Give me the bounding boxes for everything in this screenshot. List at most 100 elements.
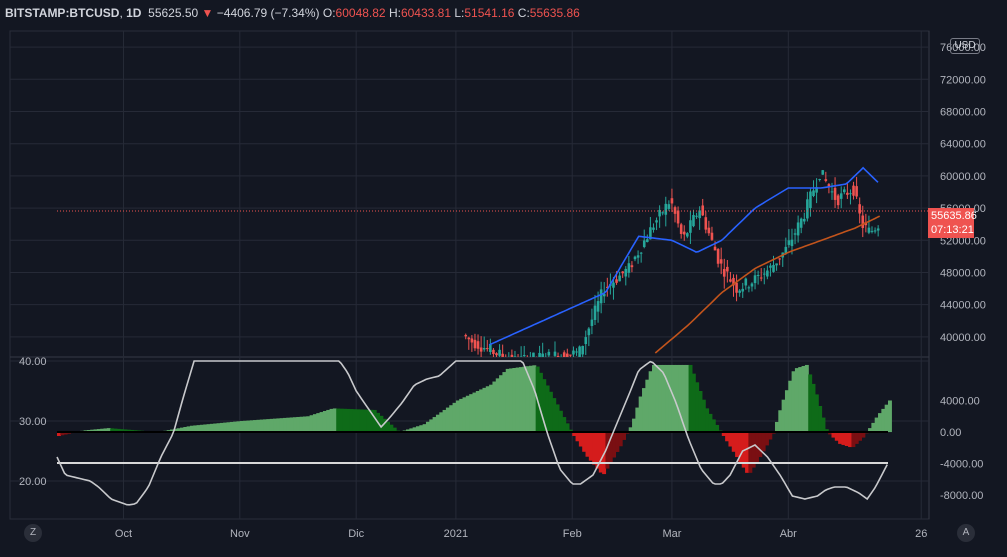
histogram-bar xyxy=(113,428,118,433)
plot-frame xyxy=(9,30,930,520)
histogram-bar xyxy=(366,409,371,433)
histogram-bar xyxy=(216,423,221,433)
candle-body xyxy=(827,184,831,188)
time-tick-label: 2021 xyxy=(444,528,468,540)
candle-body xyxy=(652,227,655,230)
candle-body xyxy=(464,334,468,337)
histogram-bar xyxy=(183,427,188,433)
candle-body xyxy=(747,287,751,289)
histogram-bar xyxy=(342,408,347,433)
histogram-bar xyxy=(256,419,261,433)
histogram-bar xyxy=(253,420,258,433)
candle-body xyxy=(599,289,603,304)
last-price: 55625.50 xyxy=(148,6,199,20)
currency-label[interactable]: USD xyxy=(950,38,980,54)
histogram-bar xyxy=(302,416,307,433)
timezone-button[interactable]: Z xyxy=(24,524,42,542)
candle-body xyxy=(815,187,818,193)
histogram-bar xyxy=(229,421,234,433)
histogram-bar xyxy=(349,409,354,433)
candle-body xyxy=(769,265,772,268)
candle-body xyxy=(479,347,483,352)
candle-body xyxy=(719,259,723,264)
histogram-bar xyxy=(651,364,656,433)
candle-body xyxy=(661,212,665,214)
histogram-bar xyxy=(575,432,580,442)
histogram-bar xyxy=(193,425,198,433)
histogram-bar xyxy=(678,364,683,433)
candle-body xyxy=(522,354,526,356)
high-value: 60433.81 xyxy=(400,6,452,20)
histogram-bar xyxy=(269,418,274,433)
candle-body xyxy=(498,349,501,356)
candle-body xyxy=(633,256,637,260)
histogram-bar xyxy=(100,428,105,433)
candle-body xyxy=(646,239,649,243)
autoscale-button[interactable]: A xyxy=(957,524,975,542)
candle-body xyxy=(667,204,671,209)
histogram-bar xyxy=(735,432,740,458)
candle-body xyxy=(784,246,788,254)
histogram-bar xyxy=(90,429,95,433)
histogram-bar xyxy=(422,424,427,433)
histogram-bar xyxy=(881,408,886,433)
candle-body xyxy=(726,266,729,272)
histogram-bar xyxy=(868,428,872,433)
histogram-bar xyxy=(555,404,560,433)
candle-body xyxy=(485,348,489,350)
histogram-bar xyxy=(888,400,892,433)
candles xyxy=(464,169,880,357)
histogram-bar xyxy=(425,421,430,433)
bar-countdown: 07:13:21 xyxy=(931,224,974,236)
price-tick-label: 64000.00 xyxy=(940,139,986,151)
histogram-bar xyxy=(871,422,876,433)
moving-average-fast xyxy=(488,166,879,346)
candle-body xyxy=(590,319,594,326)
histogram-bar xyxy=(851,432,856,448)
histogram-bar xyxy=(685,364,690,433)
candle-body xyxy=(830,191,834,193)
histogram-bar xyxy=(346,408,351,433)
candle-body xyxy=(482,348,486,350)
histogram-bar xyxy=(844,432,849,446)
candle-body xyxy=(679,224,683,234)
candle-body xyxy=(716,249,720,264)
candle-body xyxy=(806,199,809,219)
symbol-name[interactable]: BITSTAMP:BTCUSD xyxy=(5,6,120,20)
histogram-bar xyxy=(110,428,115,433)
histogram-bar xyxy=(655,364,660,433)
histogram-bar xyxy=(854,432,859,444)
histogram-bar xyxy=(618,432,623,447)
candle-body xyxy=(559,356,563,357)
histogram-bar xyxy=(848,432,853,448)
candle-body xyxy=(778,258,781,260)
histogram-bar xyxy=(512,367,517,433)
candle-body xyxy=(624,268,628,277)
candle-body xyxy=(818,179,821,181)
low-label: L: xyxy=(454,6,465,20)
histogram-bar xyxy=(326,409,331,433)
candle-body xyxy=(766,270,769,277)
interval[interactable]: 1D xyxy=(126,6,142,20)
time-tick-label: Mar xyxy=(662,528,681,540)
histogram-bar xyxy=(279,418,284,433)
candle-body xyxy=(713,246,717,251)
histogram-bar xyxy=(858,432,863,441)
histogram-bar xyxy=(751,432,756,468)
histogram-bar xyxy=(635,407,640,433)
histogram xyxy=(57,364,892,475)
histogram-bar xyxy=(173,428,178,433)
histogram-bar xyxy=(519,367,523,433)
histogram-bar xyxy=(462,397,467,433)
candle-body xyxy=(492,349,495,354)
histogram-bar xyxy=(582,432,587,452)
candle-body xyxy=(762,273,766,275)
last-price-tag-value: 55635.86 xyxy=(931,210,977,222)
candle-body xyxy=(852,185,855,196)
candle-body xyxy=(621,271,624,274)
histogram-bar xyxy=(412,427,417,433)
time-tick-label: Feb xyxy=(563,528,582,540)
histogram-bar xyxy=(628,427,633,433)
histogram-bar xyxy=(352,409,357,433)
